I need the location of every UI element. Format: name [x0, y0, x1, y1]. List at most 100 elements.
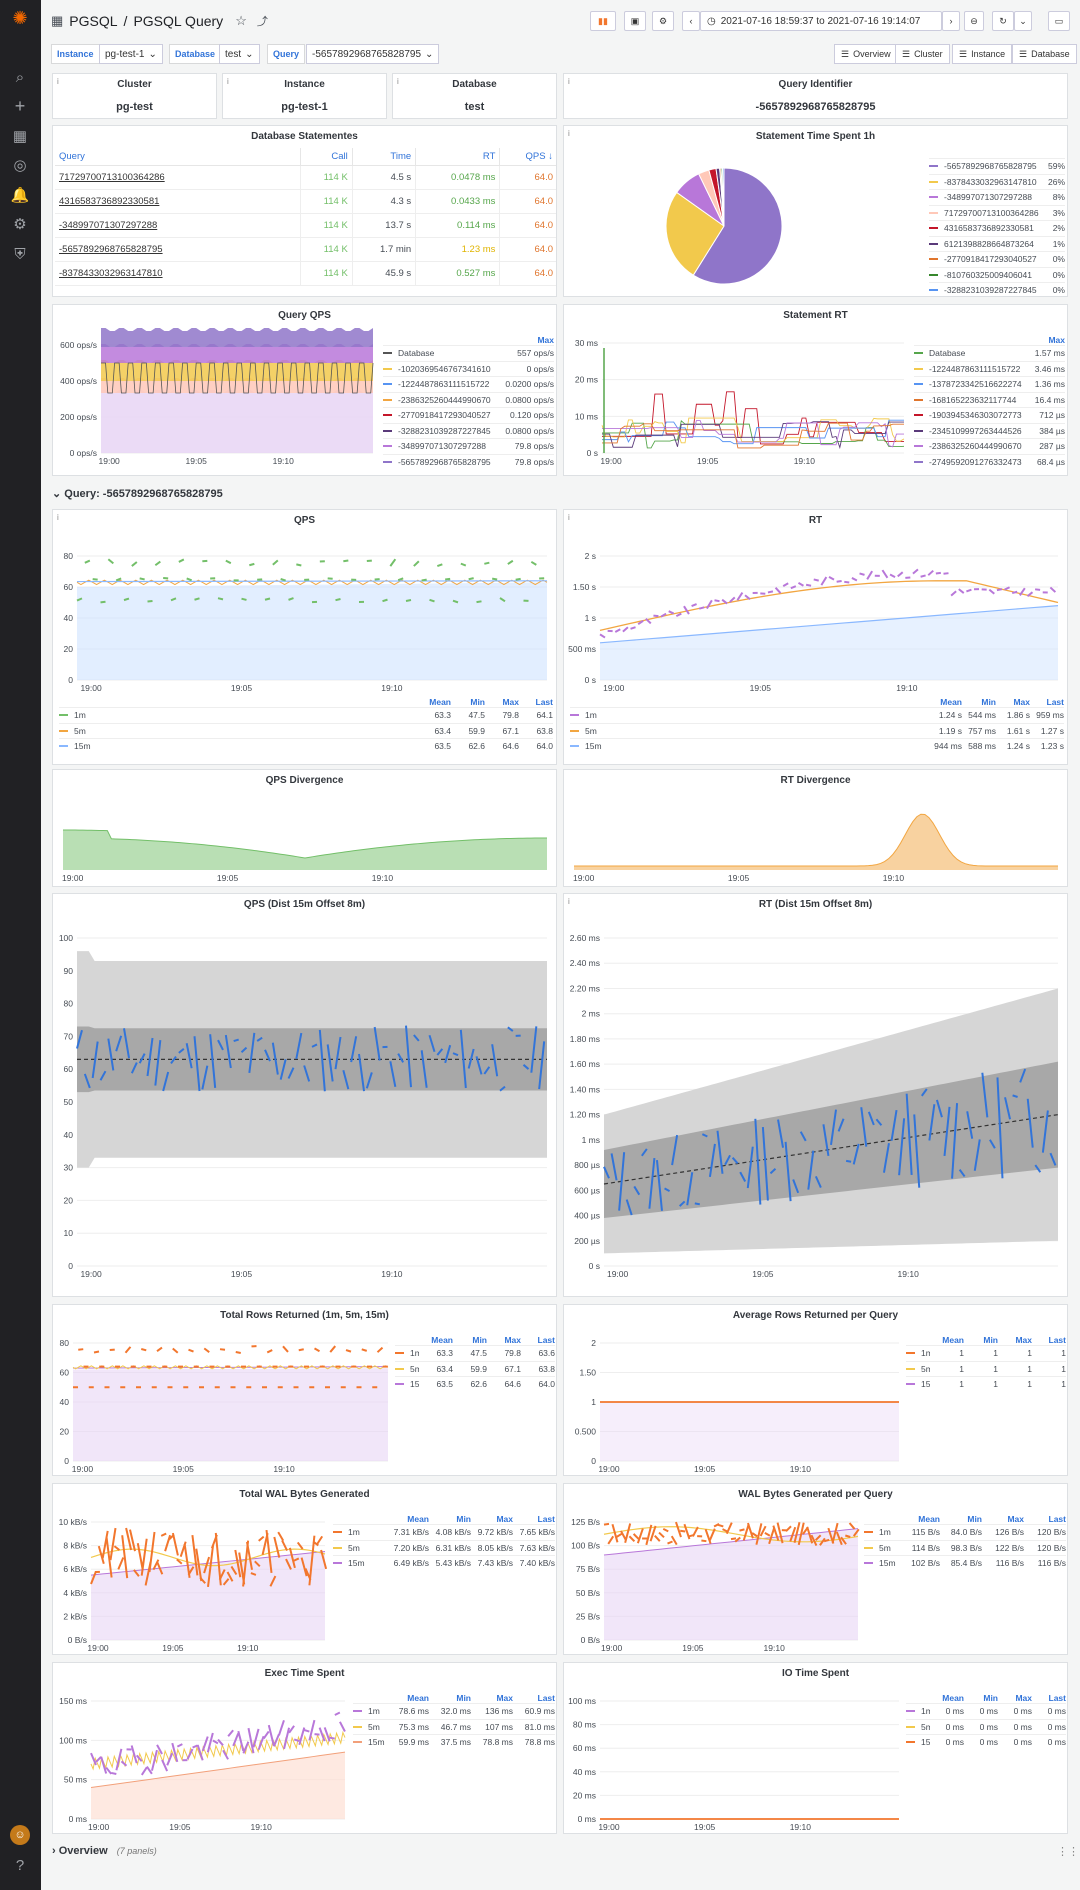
section-row-query[interactable]: ⌄ Query: -5657892968765828795	[52, 487, 223, 500]
legend-item[interactable]: -2386325260444990670 0.0800 ops/s	[383, 391, 554, 408]
legend-item[interactable]: -8378433032963147810 26%	[929, 173, 1065, 190]
grafana-logo-icon[interactable]: ✺	[12, 7, 28, 28]
time-forward-icon[interactable]: ›	[942, 11, 960, 31]
var-database-select[interactable]: test ⌄	[219, 44, 260, 64]
legend-column-header[interactable]: Mean	[942, 1335, 964, 1345]
legend-item[interactable]: -348997071307297288 79.8 ops/s	[383, 438, 554, 454]
star-icon[interactable]: ☆	[235, 13, 247, 28]
legend-column-header[interactable]: Min	[456, 1693, 471, 1703]
legend-item[interactable]: 7172970071310036428​6 3%	[929, 204, 1065, 221]
legend-item[interactable]: 5m 75.3 ms 46.7 ms 107 ms 81.0 ms	[353, 1718, 555, 1735]
link-instance[interactable]: ☰ Instance	[952, 44, 1013, 64]
table-row[interactable]: -5657892968765828795 114 K 1.7 min 1.23 ms 6…	[55, 237, 556, 262]
drag-handle-icon[interactable]: ⋮⋮	[1057, 1846, 1079, 1858]
section-row-overview[interactable]: › Overview (7 panels)	[52, 1845, 157, 1857]
table-cell[interactable]: -5657892968765828795	[55, 237, 301, 262]
legend-column-header[interactable]: Mean	[431, 1335, 453, 1345]
table-cell[interactable]: 4316583736892330581	[55, 189, 301, 214]
legend-column-header[interactable]: Max	[496, 1514, 513, 1524]
legend-column-header[interactable]: Mean	[429, 697, 451, 707]
legend-column-header[interactable]: Min	[456, 1514, 471, 1524]
legend-column-header[interactable]: Last	[1048, 1514, 1066, 1524]
legend-column-header[interactable]: Last	[537, 1335, 555, 1345]
legend-item[interactable]: -5657892968765828795 59%	[929, 158, 1065, 174]
legend-item[interactable]: 1m 1.24 s 544 ms 1.86 s 959 ms	[570, 707, 1064, 723]
legend-item[interactable]: 5m 7.20 kB/s 6.31 kB/s 8.05 kB/s 7.63 kB/s	[333, 1539, 555, 1556]
legend-item[interactable]: 5m 1 1 1 1	[906, 1360, 1066, 1377]
legend-column-header[interactable]: Last	[537, 1693, 555, 1703]
bell-icon[interactable]: 🔔	[10, 187, 30, 204]
legend-column-header[interactable]: Last	[1046, 697, 1064, 707]
plus-icon[interactable]: +	[14, 95, 26, 116]
legend-column-header[interactable]: Max	[1015, 1335, 1032, 1345]
table-row[interactable]: 7172970071310036428​6 114 K 4.5 s 0.0478 ms…	[55, 165, 556, 190]
legend-item[interactable]: 4316583736892330581 2%	[929, 220, 1065, 236]
legend-item[interactable]: -2749592091276332473 68.4 µs	[914, 453, 1065, 470]
link-database[interactable]: ☰ Database	[1012, 44, 1077, 64]
legend-column-header[interactable]: Max	[1013, 697, 1030, 707]
legend-column-header[interactable]: Min	[967, 1514, 982, 1524]
var-query-select[interactable]: -5657892968765828795 ⌄	[306, 44, 440, 64]
breadcrumb-root[interactable]: PGSQL	[69, 13, 118, 29]
legend-item[interactable]: 5m 1.19 s 757 ms 1.61 s 1.27 s	[570, 722, 1064, 739]
settings-icon[interactable]: ⚙	[652, 11, 674, 31]
legend-item[interactable]: -1903945346303072773 712 µs	[914, 407, 1065, 423]
table-row[interactable]: 4316583736892330581 114 K 4.3 s 0.0433 ms 64…	[55, 189, 556, 214]
legend-item[interactable]: 1m 63.3 47.5 79.8 64.1	[59, 707, 553, 723]
legend-item[interactable]: 15m 63.5 62.6 64.6 64.0	[59, 738, 553, 754]
legend-item[interactable]: 1m 0 ms 0 ms 0 ms 0 ms	[906, 1703, 1066, 1719]
legend-column-header[interactable]: Mean	[918, 1514, 940, 1524]
legend-item[interactable]: Database 1.57 ms	[914, 345, 1065, 361]
legend-item[interactable]: 6121398828664873264 1%	[929, 235, 1065, 252]
legend-column-header[interactable]: Max	[1007, 1514, 1024, 1524]
link-cluster[interactable]: ☰ Cluster	[895, 44, 950, 64]
legend-item[interactable]: -5657892968765828795 79.8 ops/s	[383, 453, 554, 470]
legend-column-header[interactable]: Max	[502, 697, 519, 707]
var-instance-select[interactable]: pg-test-1 ⌄	[99, 44, 163, 64]
legend-item[interactable]: 5m 0 ms 0 ms 0 ms 0 ms	[906, 1718, 1066, 1735]
legend-item[interactable]: -8107603250094060​41 0%	[929, 266, 1065, 283]
legend-item[interactable]: 15m 0 ms 0 ms 0 ms 0 ms	[906, 1734, 1066, 1750]
legend-column-header[interactable]: Min	[470, 697, 485, 707]
legend-column-header[interactable]: Mean	[407, 1514, 429, 1524]
legend-column-header[interactable]: Min	[983, 1693, 998, 1703]
legend-item[interactable]: 1m 7.31 kB/s 4.08 kB/s 9.72 kB/s 7.65 kB/s	[333, 1524, 555, 1540]
legend-column-header[interactable]: Max	[496, 1693, 513, 1703]
column-header[interactable]: Query	[55, 148, 301, 166]
table-cell[interactable]: 7172970071310036428​6	[55, 165, 301, 190]
legend-item[interactable]: -2770918417293040527 0%	[929, 251, 1065, 267]
avatar[interactable]: ☺	[10, 1825, 30, 1845]
legend-item[interactable]: -2770918417293040527 0.120 ops/s	[383, 407, 554, 423]
legend-item[interactable]: 15m 59.9 ms 37.5 ms 78.8 ms 78.8 ms	[353, 1734, 555, 1750]
legend-item[interactable]: -3288231039287227845 0.0800 ops/s	[383, 422, 554, 439]
legend-item[interactable]: -1224487863111515722 0.0200 ops/s	[383, 376, 554, 392]
legend-column-header[interactable]: Min	[981, 697, 996, 707]
column-header[interactable]: Call	[300, 148, 353, 166]
legend-item[interactable]: -2386325260444990670 287 µs	[914, 438, 1065, 454]
search-icon[interactable]: ⌕	[15, 68, 25, 86]
share-icon[interactable]: ⤴	[256, 16, 268, 28]
legend-item[interactable]: -3288231039287227845 0%	[929, 282, 1065, 296]
legend-item[interactable]: 1m 78.6 ms 32.0 ms 136 ms 60.9 ms	[353, 1703, 555, 1719]
zoom-out-icon[interactable]: ⊖	[964, 11, 984, 31]
explore-icon[interactable]: ◎	[13, 157, 27, 174]
legend-item[interactable]: 15m 1 1 1 1	[906, 1376, 1066, 1392]
link-overview[interactable]: ☰ Overview	[834, 44, 898, 64]
legend-item[interactable]: 15m 6.49 kB/s 5.43 kB/s 7.43 kB/s 7.40 kB/s	[333, 1555, 555, 1571]
table-row[interactable]: -8378433032963147810 114 K 45.9 s 0.527 ms 6…	[55, 261, 556, 286]
legend-column-header[interactable]: Mean	[407, 1693, 429, 1703]
help-icon[interactable]: ?	[15, 1856, 25, 1874]
add-panel-icon[interactable]: ▮▮	[590, 11, 616, 31]
table-row[interactable]: -348997071307297288 114 K 13.7 s 0.114 ms 64…	[55, 213, 556, 238]
legend-item[interactable]: 15m 102 B/s 85.4 B/s 116 B/s 116 B/s	[864, 1555, 1066, 1571]
legend-item[interactable]: 1m 63.3 47.5 79.8 63.6	[395, 1345, 555, 1361]
legend-item[interactable]: 5m 63.4 59.9 67.1 63.8	[59, 722, 553, 739]
table-cell[interactable]: -348997071307297288	[55, 213, 301, 238]
legend-item[interactable]: -1224487863111515722 3.46 ms	[914, 360, 1065, 377]
legend-item[interactable]: 5m 63.4 59.9 67.1 63.8	[395, 1360, 555, 1377]
column-header[interactable]: QPS ↓	[499, 148, 556, 166]
gear-icon[interactable]: ⚙	[13, 216, 27, 233]
legend-column-header[interactable]: Min	[983, 1335, 998, 1345]
dashboards-icon[interactable]: ▦	[12, 128, 28, 145]
legend-column-header[interactable]: Max	[504, 1335, 521, 1345]
